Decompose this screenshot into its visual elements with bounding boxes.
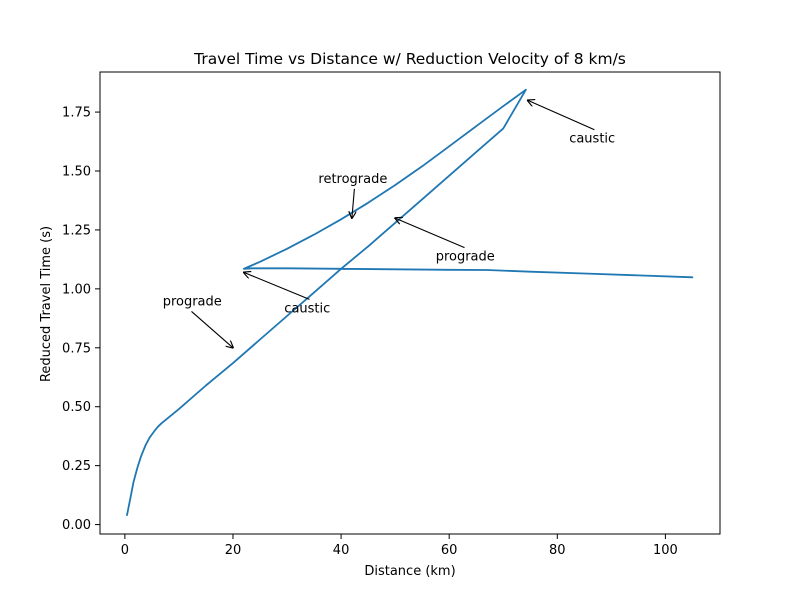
chart-title: Travel Time vs Distance w/ Reduction Vel… xyxy=(193,50,626,68)
x-tick-label-4: 80 xyxy=(549,543,566,558)
x-tick-label-1: 20 xyxy=(225,543,242,558)
annotation-arrow-4 xyxy=(191,310,234,347)
y-tick-label-3: 0.75 xyxy=(62,341,91,356)
y-tick-label-5: 1.25 xyxy=(62,223,91,238)
y-tick-label-1: 0.25 xyxy=(62,459,91,474)
y-axis-label: Reduced Travel Time (s) xyxy=(39,226,54,382)
annotation-arrow-2 xyxy=(395,218,465,249)
y-tick-label-4: 1.00 xyxy=(62,282,91,297)
annotation-label-3: caustic xyxy=(284,301,330,316)
plot-layer: caustic retrograde prograde caustic prograde… xyxy=(62,71,721,558)
y-tick-label-0: 0.00 xyxy=(62,518,91,533)
annotation-label-1: retrograde xyxy=(318,172,387,187)
x-tick-label-3: 60 xyxy=(441,543,458,558)
y-tick-label-6: 1.50 xyxy=(62,165,91,180)
axes-frame xyxy=(99,71,721,535)
annotation-label-2: prograde xyxy=(436,250,495,265)
annotation-arrow-1 xyxy=(352,188,355,218)
x-tick-label-0: 0 xyxy=(121,543,129,558)
series-line-0 xyxy=(126,88,694,516)
annotation-label-4: prograde xyxy=(163,294,222,309)
x-tick-label-5: 100 xyxy=(653,543,678,558)
y-tick-label-7: 1.75 xyxy=(62,106,91,121)
annotation-label-0: caustic xyxy=(569,132,615,147)
x-axis-label: Distance (km) xyxy=(364,564,455,579)
annotation-arrow-3 xyxy=(244,272,310,300)
y-tick-label-2: 0.50 xyxy=(62,400,91,415)
annotation-arrow-0 xyxy=(528,100,595,131)
x-tick-label-2: 40 xyxy=(333,543,350,558)
